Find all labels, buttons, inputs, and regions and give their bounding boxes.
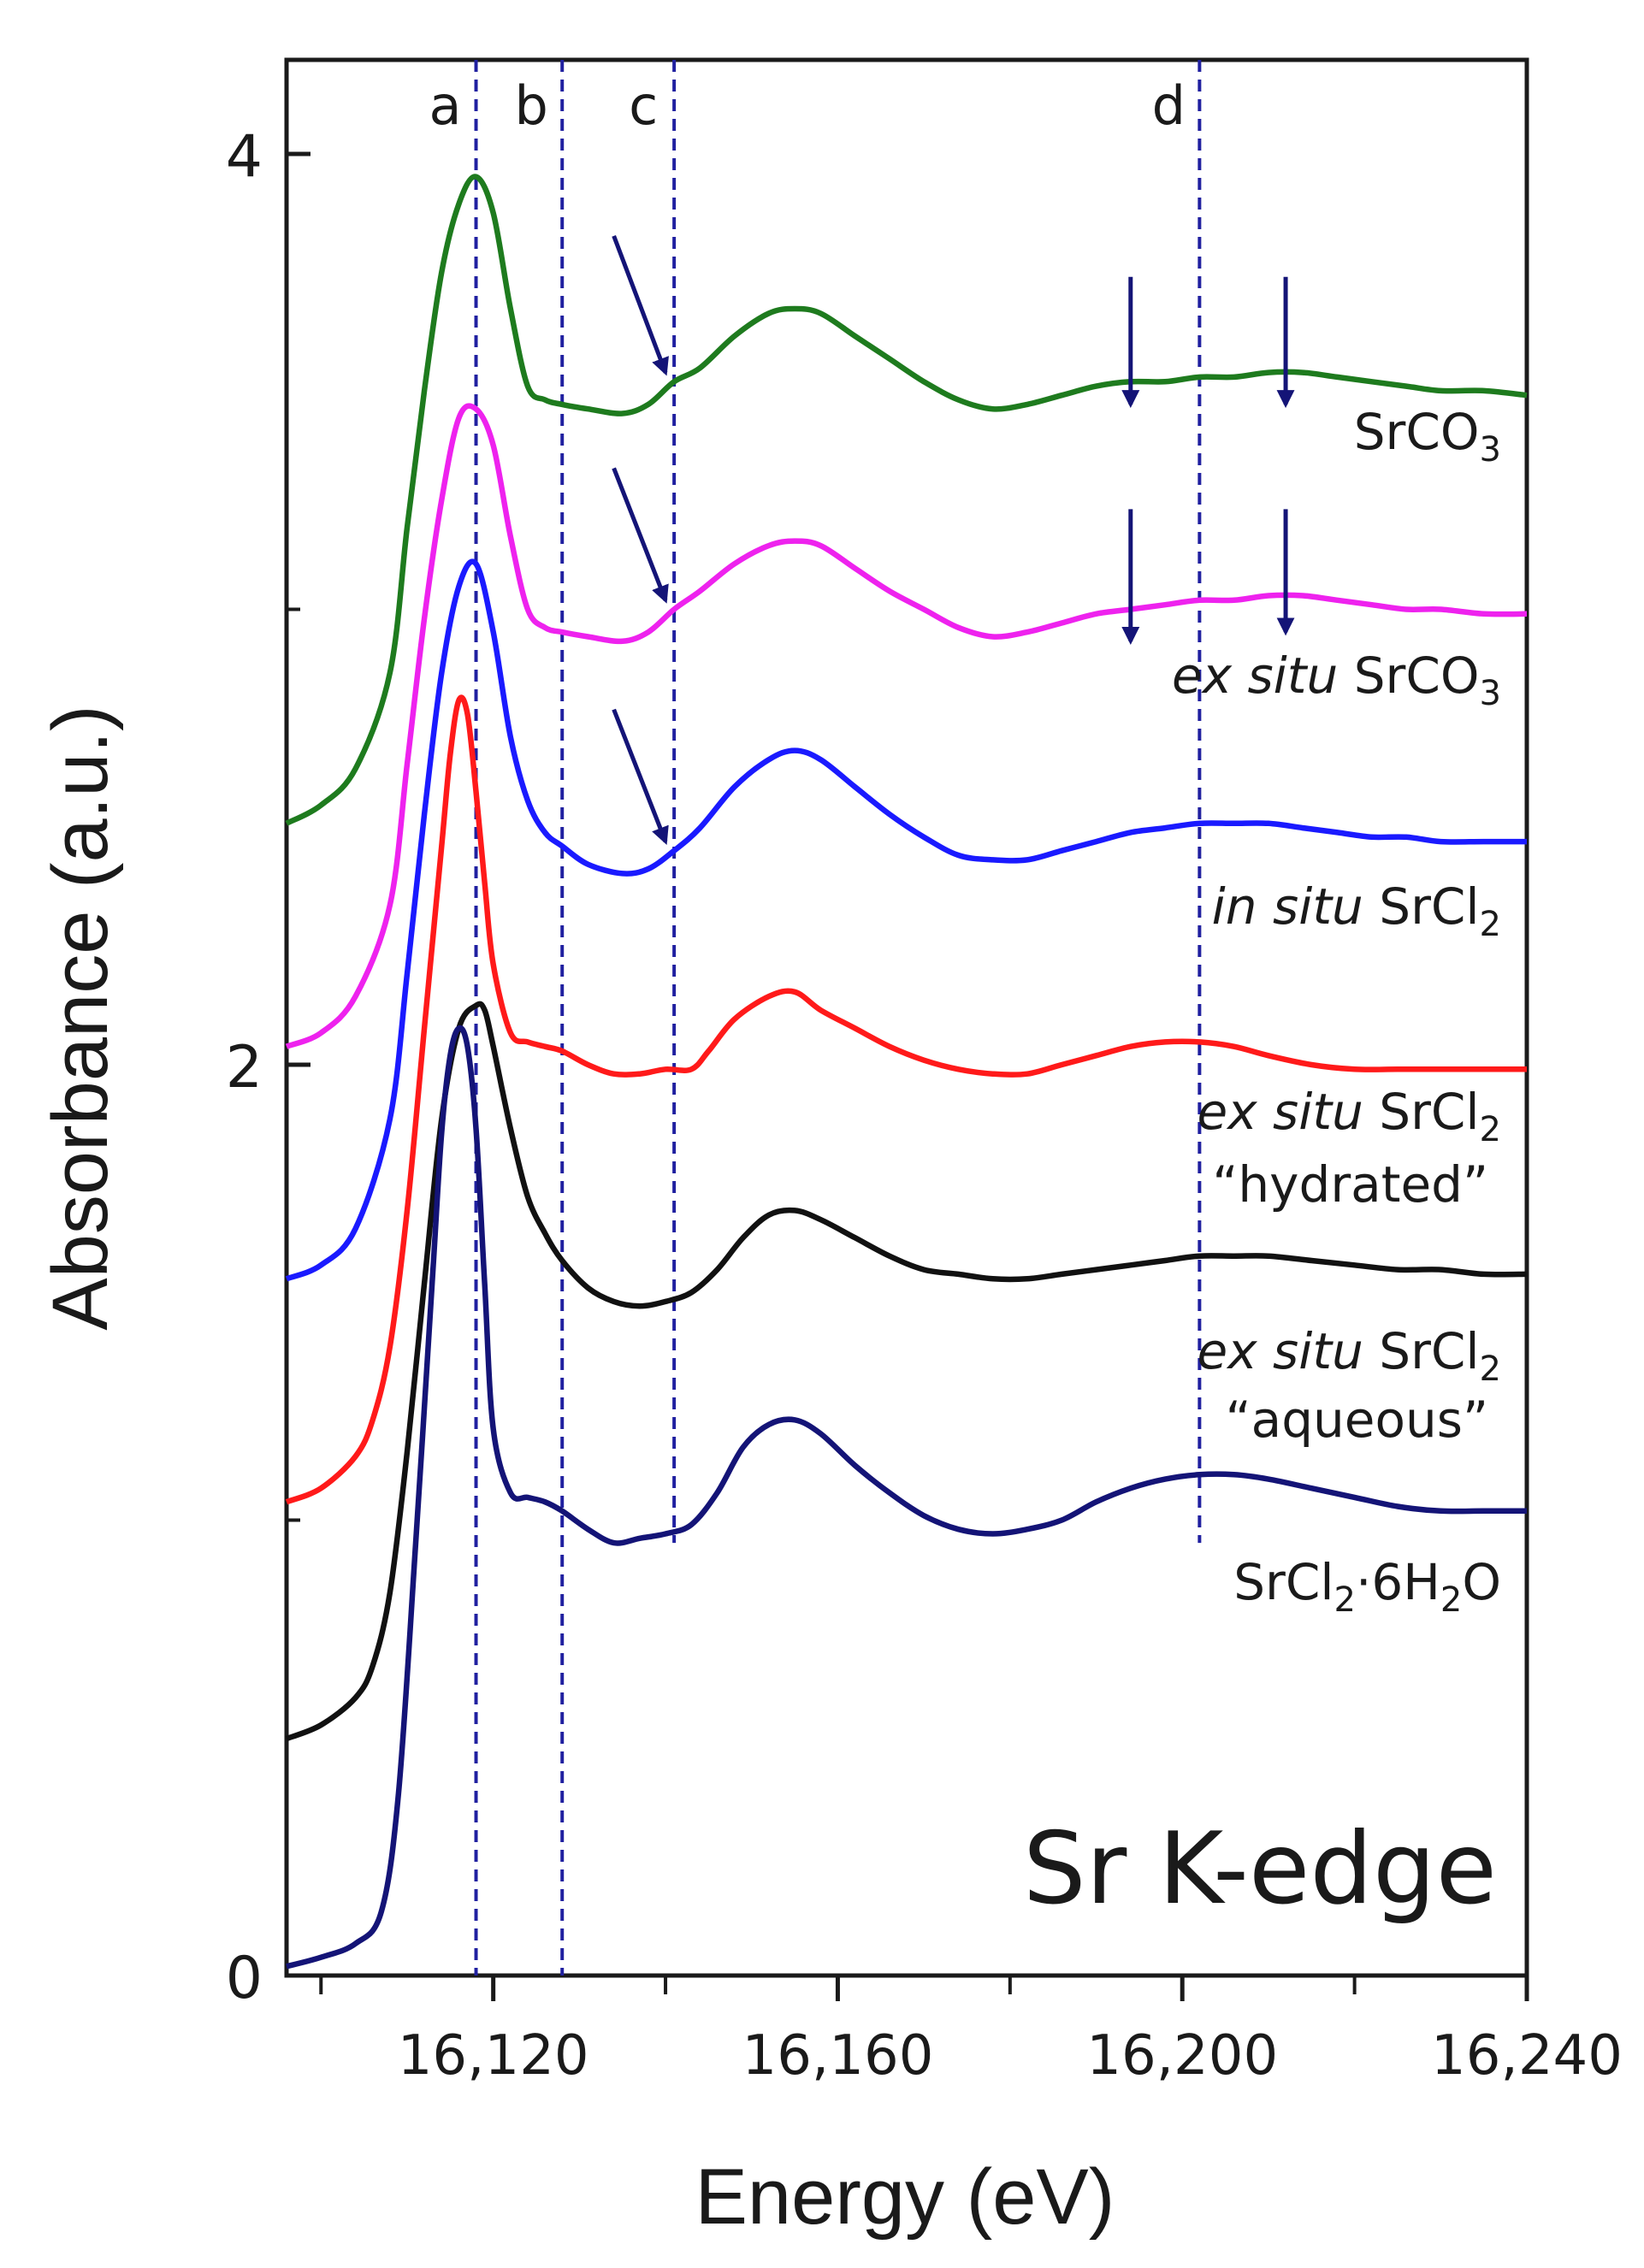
series-label-part: ex situ [1198, 1083, 1363, 1141]
x-axis: 16,120 16,160 16,200 16,240 [319, 1976, 1623, 2088]
reference-line-label-c: c [629, 74, 658, 137]
series-label-part: in situ [1212, 877, 1363, 936]
reference-line-label-b: b [515, 74, 548, 137]
plot-border [284, 57, 1529, 1978]
series-label-part: 3 [1480, 674, 1501, 713]
series-label-part: O [1462, 1553, 1501, 1611]
series-lines [285, 174, 1528, 1970]
series-label-part: SrCl [1233, 1553, 1334, 1611]
series-label-part: 2 [1334, 1580, 1355, 1620]
reference-line-label-d: d [1152, 74, 1186, 137]
series-label-line2-ex-situ-srcl2-hydrated: “hydrated” [1212, 1155, 1488, 1214]
series-label-in-situ-srcl2: in situ SrCl2 [1212, 877, 1501, 944]
y-tick-label-4: 4 [226, 123, 263, 191]
series-line-srco3 [285, 174, 1528, 826]
annotation-arrows [612, 234, 1295, 845]
series-label-line2-ex-situ-srcl2-aqueous: “aqueous” [1226, 1391, 1488, 1449]
series-label-part: 2 [1480, 905, 1501, 944]
series-line-in-situ-srcl2 [285, 558, 1527, 1282]
series-label-part: SrCO [1354, 403, 1480, 461]
x-tick-label-16,120: 16,120 [398, 2024, 589, 2088]
y-axis-title: Absorbance (a.u.) [37, 705, 124, 1330]
x-tick-label-16,240: 16,240 [1431, 2024, 1623, 2088]
series-label-part: ·6H [1356, 1553, 1440, 1611]
series-label-part: ex situ [1172, 647, 1338, 705]
series-label-ex-situ-srcl2-aqueous: ex situ SrCl2 [1198, 1322, 1501, 1389]
series-label-part: ex situ [1198, 1322, 1363, 1380]
series-label-ex-situ-srco3: ex situ SrCO3 [1172, 647, 1501, 713]
y-axis: 0 2 4 [226, 123, 310, 2012]
y-tick-label-2: 2 [226, 1034, 263, 1102]
series-label-srcl2-6h2o: SrCl2·6H2O [1233, 1553, 1501, 1620]
series-label-srco3: SrCO3 [1354, 403, 1501, 470]
series-label-part: SrCl [1363, 1083, 1480, 1141]
y-tick-label-0: 0 [226, 1945, 263, 2012]
series-label-part: SrCO [1338, 647, 1479, 705]
x-tick-label-16,160: 16,160 [742, 2024, 933, 2088]
plot-frame [284, 57, 1529, 1978]
series-line-srcl2-6h2o [286, 1025, 1527, 1970]
edge-title: Sr K-edge [1023, 1811, 1497, 1927]
series-label-ex-situ-srcl2-hydrated: ex situ SrCl2 [1198, 1083, 1501, 1149]
series-label-part: 2 [1440, 1580, 1462, 1620]
series-line-ex-situ-srcl2-hydrated [285, 694, 1527, 1505]
series-label-part: 3 [1480, 430, 1501, 470]
annotation-arrow-1 [612, 467, 669, 604]
series-label-part: SrCl [1363, 877, 1480, 936]
reference-line-label-a: a [429, 74, 462, 137]
series-line-ex-situ-srco3 [285, 403, 1528, 1049]
series-label-part: 2 [1480, 1350, 1501, 1389]
annotation-arrow-2 [612, 708, 669, 845]
annotation-arrow-0 [612, 234, 669, 376]
series-line-ex-situ-srcl2-aqueous [285, 1001, 1528, 1742]
x-axis-title: Energy (eV) [695, 2153, 1115, 2241]
series-label-part: 2 [1480, 1110, 1501, 1149]
series-label-part: SrCl [1363, 1322, 1480, 1380]
x-tick-label-16,200: 16,200 [1086, 2024, 1278, 2088]
